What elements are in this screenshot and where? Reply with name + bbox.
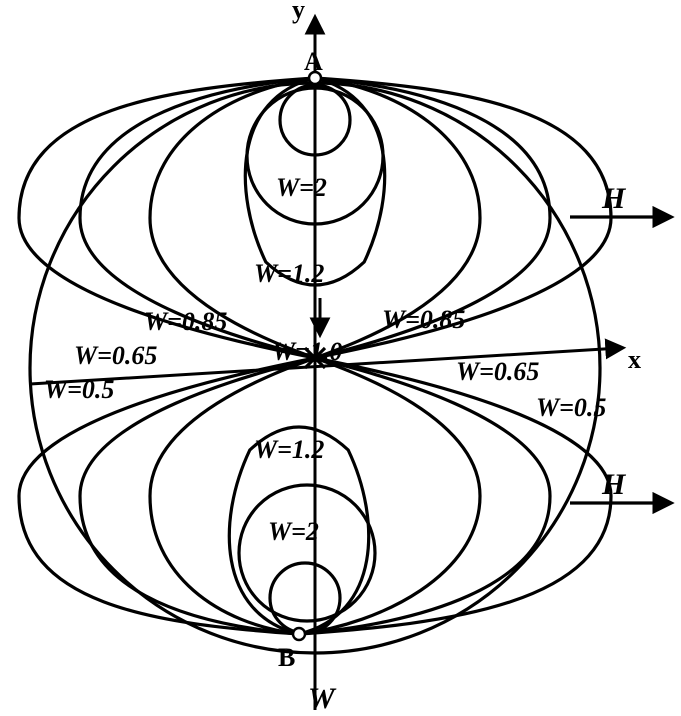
h-label-bottom: H	[601, 468, 627, 501]
lobe-w085-seg3	[299, 358, 480, 634]
circle-bot-w2	[239, 485, 375, 621]
w05-l: W=0.5	[44, 375, 114, 404]
point-a-label: A	[304, 47, 323, 76]
point-b-label: B	[278, 643, 295, 672]
w12-bot: W=1.2	[254, 435, 324, 464]
y-axis-label: y	[292, 0, 305, 24]
w2-bot: W=2	[268, 517, 319, 546]
w065-r: W=0.65	[456, 357, 539, 386]
w2-top: W=2	[276, 173, 327, 202]
w065-l: W=0.65	[74, 341, 157, 370]
w085-r: W=0.85	[382, 305, 465, 334]
w-footer: W	[308, 682, 337, 715]
w085-l: W=0.85	[144, 307, 227, 336]
point-B	[293, 628, 305, 640]
h-label-top: H	[601, 182, 627, 215]
w12-top: W=1.2	[254, 259, 324, 288]
w05-r: W=0.5	[536, 393, 606, 422]
w10: W=1.0	[272, 337, 342, 366]
x-axis-label: x	[628, 345, 641, 374]
lobe-w065-seg3	[299, 358, 550, 634]
